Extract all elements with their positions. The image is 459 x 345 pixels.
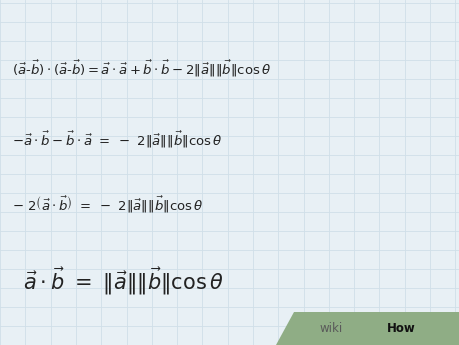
Text: $\vec{a}\cdot\vec{b}\ =\ \|\vec{a}\|\|\vec{b}\|\mathrm{cos}\,\theta$: $\vec{a}\cdot\vec{b}\ =\ \|\vec{a}\|\|\v… xyxy=(23,265,223,297)
Text: $-\vec{a}\cdot\vec{b}-\vec{b}\cdot\vec{a}\ =\ -\ 2\|\vec{a}\|\|\vec{b}\|\mathrm{: $-\vec{a}\cdot\vec{b}-\vec{b}\cdot\vec{a… xyxy=(11,130,221,150)
Text: $(\vec{a}\text{-}\vec{b})\cdot(\vec{a}\text{-}\vec{b}) = \vec{a}\cdot\vec{a}+\ve: $(\vec{a}\text{-}\vec{b})\cdot(\vec{a}\t… xyxy=(11,59,270,79)
Polygon shape xyxy=(275,312,459,345)
Text: $-\ 2\left(\vec{a}\cdot\vec{b}\right)\ =\ -\ 2\|\vec{a}\|\|\vec{b}\|\mathrm{cos}: $-\ 2\left(\vec{a}\cdot\vec{b}\right)\ =… xyxy=(11,195,202,215)
Text: How: How xyxy=(386,322,414,335)
Text: wiki: wiki xyxy=(319,322,342,335)
